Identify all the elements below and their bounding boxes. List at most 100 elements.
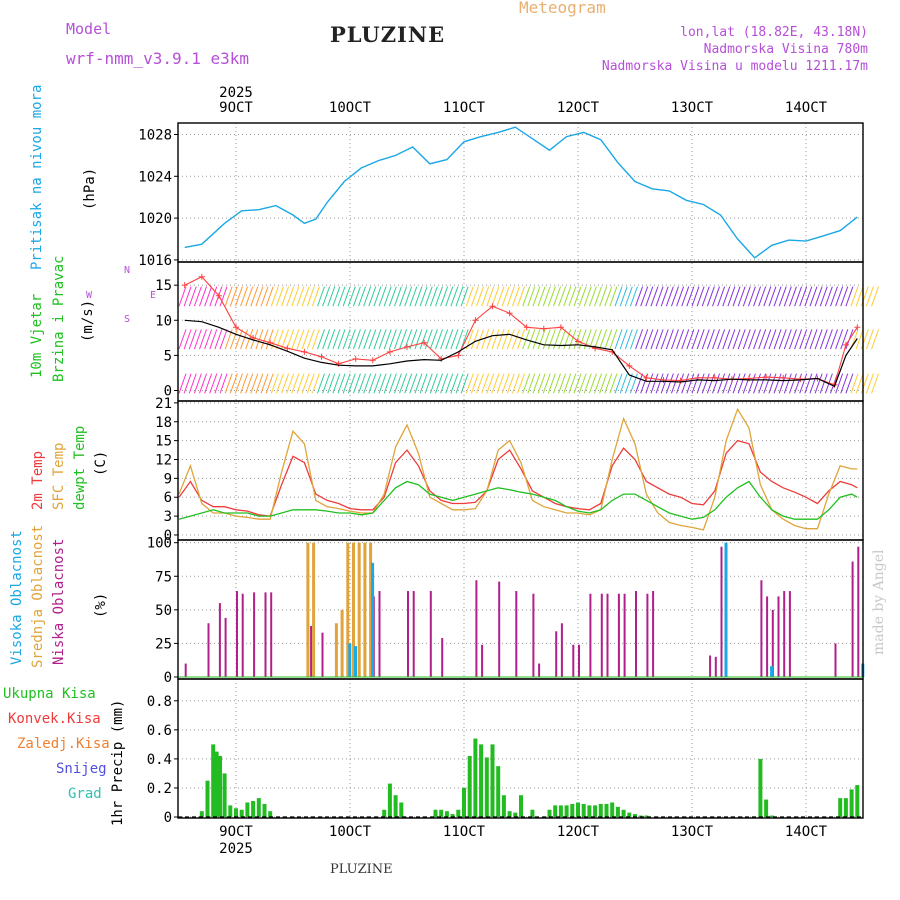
wind-barb bbox=[691, 329, 700, 350]
low-cloud-bar bbox=[412, 591, 415, 677]
low-cloud-bar bbox=[857, 546, 860, 677]
precip-bar bbox=[530, 809, 535, 817]
wind-barb bbox=[532, 373, 541, 394]
wind-barb bbox=[306, 373, 315, 394]
precip-bar bbox=[558, 805, 563, 817]
wind-barb bbox=[255, 373, 264, 394]
wind-gust-marker bbox=[626, 362, 633, 369]
y-tick-label: 0.4 bbox=[147, 752, 172, 768]
wind-gust-marker bbox=[523, 324, 530, 331]
precip-bar bbox=[507, 811, 512, 817]
wind-barb bbox=[424, 373, 433, 394]
wind-barb bbox=[871, 329, 880, 350]
wind-barb bbox=[250, 373, 259, 394]
wind-barb bbox=[799, 329, 808, 350]
wind-barb bbox=[845, 286, 854, 307]
wind-barb bbox=[378, 329, 387, 350]
wind-barb bbox=[635, 329, 644, 350]
wind-barb bbox=[788, 329, 797, 350]
dewpt-temp-line bbox=[178, 480, 858, 520]
wind-barb bbox=[768, 329, 777, 350]
wind-barb bbox=[465, 373, 474, 394]
wind-key-north: N bbox=[124, 265, 130, 276]
low-cloud-bar bbox=[788, 591, 791, 677]
wind-barb bbox=[558, 286, 567, 307]
wind-barb bbox=[363, 373, 372, 394]
low-cloud-bar bbox=[207, 623, 210, 677]
wind-barb bbox=[676, 329, 685, 350]
wind-barb bbox=[275, 329, 284, 350]
wind-key-south: S bbox=[124, 314, 130, 325]
bottom-day-tick-label: 14OCT bbox=[785, 824, 828, 840]
wind-barb bbox=[865, 286, 874, 307]
wind-barb bbox=[527, 373, 536, 394]
pressure-line bbox=[184, 126, 858, 259]
wind-barb bbox=[388, 286, 397, 307]
y-tick-label: 21 bbox=[155, 396, 172, 412]
wind-barb bbox=[440, 329, 449, 350]
wind-barb bbox=[717, 286, 726, 307]
low-cloud-bar bbox=[270, 592, 273, 677]
wind-barb bbox=[219, 286, 228, 307]
wind-barb bbox=[732, 286, 741, 307]
wind-barb bbox=[373, 286, 382, 307]
model-name: wrf-nmm_v3.9.1 e3km bbox=[66, 49, 250, 68]
wind-gust-marker bbox=[455, 352, 462, 359]
wind-barb bbox=[265, 373, 274, 394]
wind-barb bbox=[599, 329, 608, 350]
y-tick-label: 25 bbox=[155, 636, 172, 652]
wind-barb bbox=[809, 286, 818, 307]
wind-barb bbox=[445, 286, 454, 307]
wind-barb bbox=[706, 373, 715, 394]
wind-barb bbox=[204, 329, 213, 350]
wind-barb bbox=[835, 286, 844, 307]
wind-barb bbox=[286, 373, 295, 394]
precip-bar bbox=[621, 809, 626, 817]
wind-barb bbox=[368, 329, 377, 350]
legend-snow: Snijeg bbox=[56, 761, 107, 777]
precip-bar bbox=[262, 803, 267, 817]
top-day-tick-label: 12OCT bbox=[557, 100, 600, 116]
wind-barb bbox=[563, 373, 572, 394]
wind-gust-marker bbox=[318, 353, 325, 360]
wind-barb bbox=[193, 373, 202, 394]
wind-barb bbox=[573, 373, 582, 394]
wind-barb bbox=[404, 373, 413, 394]
wind-barb bbox=[609, 286, 618, 307]
wind-barb bbox=[327, 286, 336, 307]
low-cloud-bar bbox=[184, 663, 187, 677]
wind-barb bbox=[830, 329, 838, 350]
wind-barb bbox=[399, 373, 408, 394]
wind-barb bbox=[476, 286, 485, 307]
top-day-tick-label: 11OCT bbox=[443, 100, 486, 116]
wind-barb bbox=[204, 373, 213, 394]
wind-barb bbox=[311, 286, 320, 307]
wind-barb bbox=[578, 329, 587, 350]
wind-barb bbox=[655, 286, 664, 307]
top-year-label: 2025 bbox=[219, 85, 253, 101]
bottom-day-tick-label: 10OCT bbox=[329, 824, 372, 840]
mid-cloud-bar bbox=[363, 542, 367, 677]
y-tick-label: 15 bbox=[155, 278, 172, 294]
wind-barb bbox=[347, 373, 356, 394]
wind-barb bbox=[660, 286, 669, 307]
top-day-tick-label: 14OCT bbox=[785, 100, 828, 116]
precip-bar bbox=[456, 809, 461, 817]
wind-barb bbox=[224, 373, 233, 394]
page-title: PLUZINE bbox=[330, 22, 446, 47]
wind-barb bbox=[501, 286, 510, 307]
wind-barb bbox=[409, 286, 418, 307]
wind-barb bbox=[322, 329, 331, 350]
wind-barb bbox=[804, 286, 813, 307]
y-tick-label: 3 bbox=[164, 509, 172, 525]
wind-barb bbox=[414, 286, 423, 307]
wind-barb bbox=[773, 329, 782, 350]
wind-key-east: E bbox=[150, 290, 156, 301]
low-cloud-bar bbox=[224, 617, 227, 677]
low-cloud-bar bbox=[589, 593, 592, 677]
wind-barb bbox=[352, 286, 361, 307]
wind-barb bbox=[393, 373, 402, 394]
low-cloud-bar bbox=[600, 593, 603, 677]
precip-bar bbox=[393, 795, 398, 817]
